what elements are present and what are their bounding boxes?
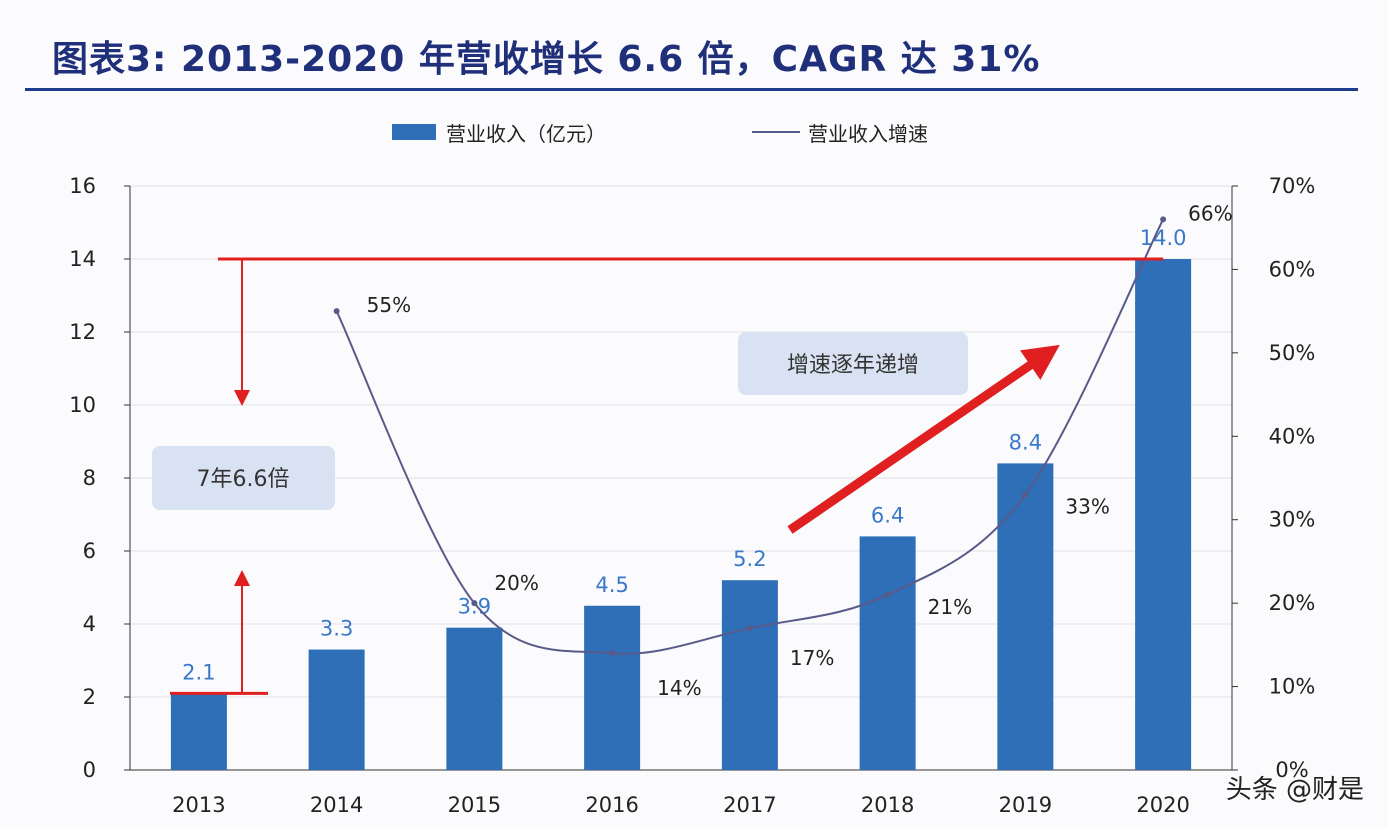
- x-tick-label: 2014: [310, 793, 363, 817]
- x-tick-label: 2020: [1136, 793, 1189, 817]
- right-tick-label: 70%: [1269, 174, 1316, 198]
- right-tick-label: 10%: [1269, 675, 1316, 699]
- legend-bar-swatch: [392, 124, 436, 140]
- growth-label: 14%: [657, 676, 701, 700]
- bar-value-label: 14.0: [1140, 226, 1187, 250]
- x-tick-label: 2013: [172, 793, 225, 817]
- annotation-growth-trend: 增速逐年递增: [787, 353, 919, 378]
- bar-2020: [1135, 259, 1192, 770]
- annotation-growth-multiple: 7年6.6倍: [197, 467, 290, 492]
- left-tick-label: 12: [69, 320, 96, 344]
- chart-title: 图表3: 2013-2020 年营收增长 6.6 倍，CAGR 达 31%: [52, 39, 1041, 80]
- legend-line-label: 营业收入增速: [808, 122, 928, 146]
- growth-point-2015: [471, 600, 478, 607]
- growth-label: 66%: [1188, 201, 1232, 225]
- trend-arrow: [787, 344, 1060, 534]
- right-tick-label: 40%: [1269, 424, 1316, 448]
- left-tick-label: 4: [83, 612, 96, 636]
- watermark: 头条 @财是: [1225, 775, 1364, 805]
- growth-point-2017: [746, 625, 753, 632]
- bar-2013: [170, 693, 227, 770]
- x-tick-label: 2017: [723, 793, 776, 817]
- bar-2016: [584, 605, 641, 770]
- annotation-box: [738, 332, 968, 395]
- growth-label: 21%: [928, 595, 972, 619]
- growth-point-2018: [884, 591, 891, 598]
- left-tick-label: 16: [69, 174, 96, 198]
- x-tick-label: 2015: [448, 793, 501, 817]
- left-tick-label: 10: [69, 393, 96, 417]
- growth-point-2020: [1160, 216, 1167, 223]
- left-tick-label: 0: [83, 758, 96, 782]
- bar-value-label: 3.3: [320, 617, 353, 641]
- bar-2019: [997, 463, 1054, 770]
- bar-value-label: 5.2: [733, 547, 766, 571]
- bar-value-label: 6.4: [871, 503, 904, 527]
- left-tick-label: 14: [69, 247, 96, 271]
- x-tick-label: 2018: [861, 793, 914, 817]
- title-divider: [25, 88, 1358, 91]
- right-tick-label: 0%: [1275, 758, 1308, 782]
- bar-2015: [446, 627, 503, 770]
- left-tick-label: 8: [83, 466, 96, 490]
- growth-point-2014: [333, 308, 340, 315]
- right-tick-label: 30%: [1269, 508, 1316, 532]
- bar-value-label: 2.1: [182, 660, 215, 684]
- bar-2014: [308, 649, 365, 770]
- bar-2017: [721, 580, 778, 770]
- right-tick-label: 20%: [1269, 591, 1316, 615]
- growth-label: 33%: [1065, 495, 1109, 519]
- growth-label: 17%: [790, 646, 834, 670]
- left-tick-label: 6: [83, 539, 96, 563]
- bar-value-label: 8.4: [1009, 430, 1042, 454]
- bar-2018: [859, 536, 916, 770]
- left-tick-label: 2: [83, 685, 96, 709]
- growth-point-2016: [609, 650, 616, 657]
- x-tick-label: 2016: [585, 793, 638, 817]
- x-tick-label: 2019: [999, 793, 1052, 817]
- growth-point-2019: [1022, 491, 1029, 498]
- legend-bar-label: 营业收入（亿元）: [446, 122, 606, 146]
- growth-label: 20%: [494, 571, 538, 595]
- bar-value-label: 4.5: [595, 573, 628, 597]
- growth-label: 55%: [367, 293, 411, 317]
- right-tick-label: 50%: [1269, 341, 1316, 365]
- right-tick-label: 60%: [1269, 257, 1316, 281]
- annotation-box: [152, 446, 335, 510]
